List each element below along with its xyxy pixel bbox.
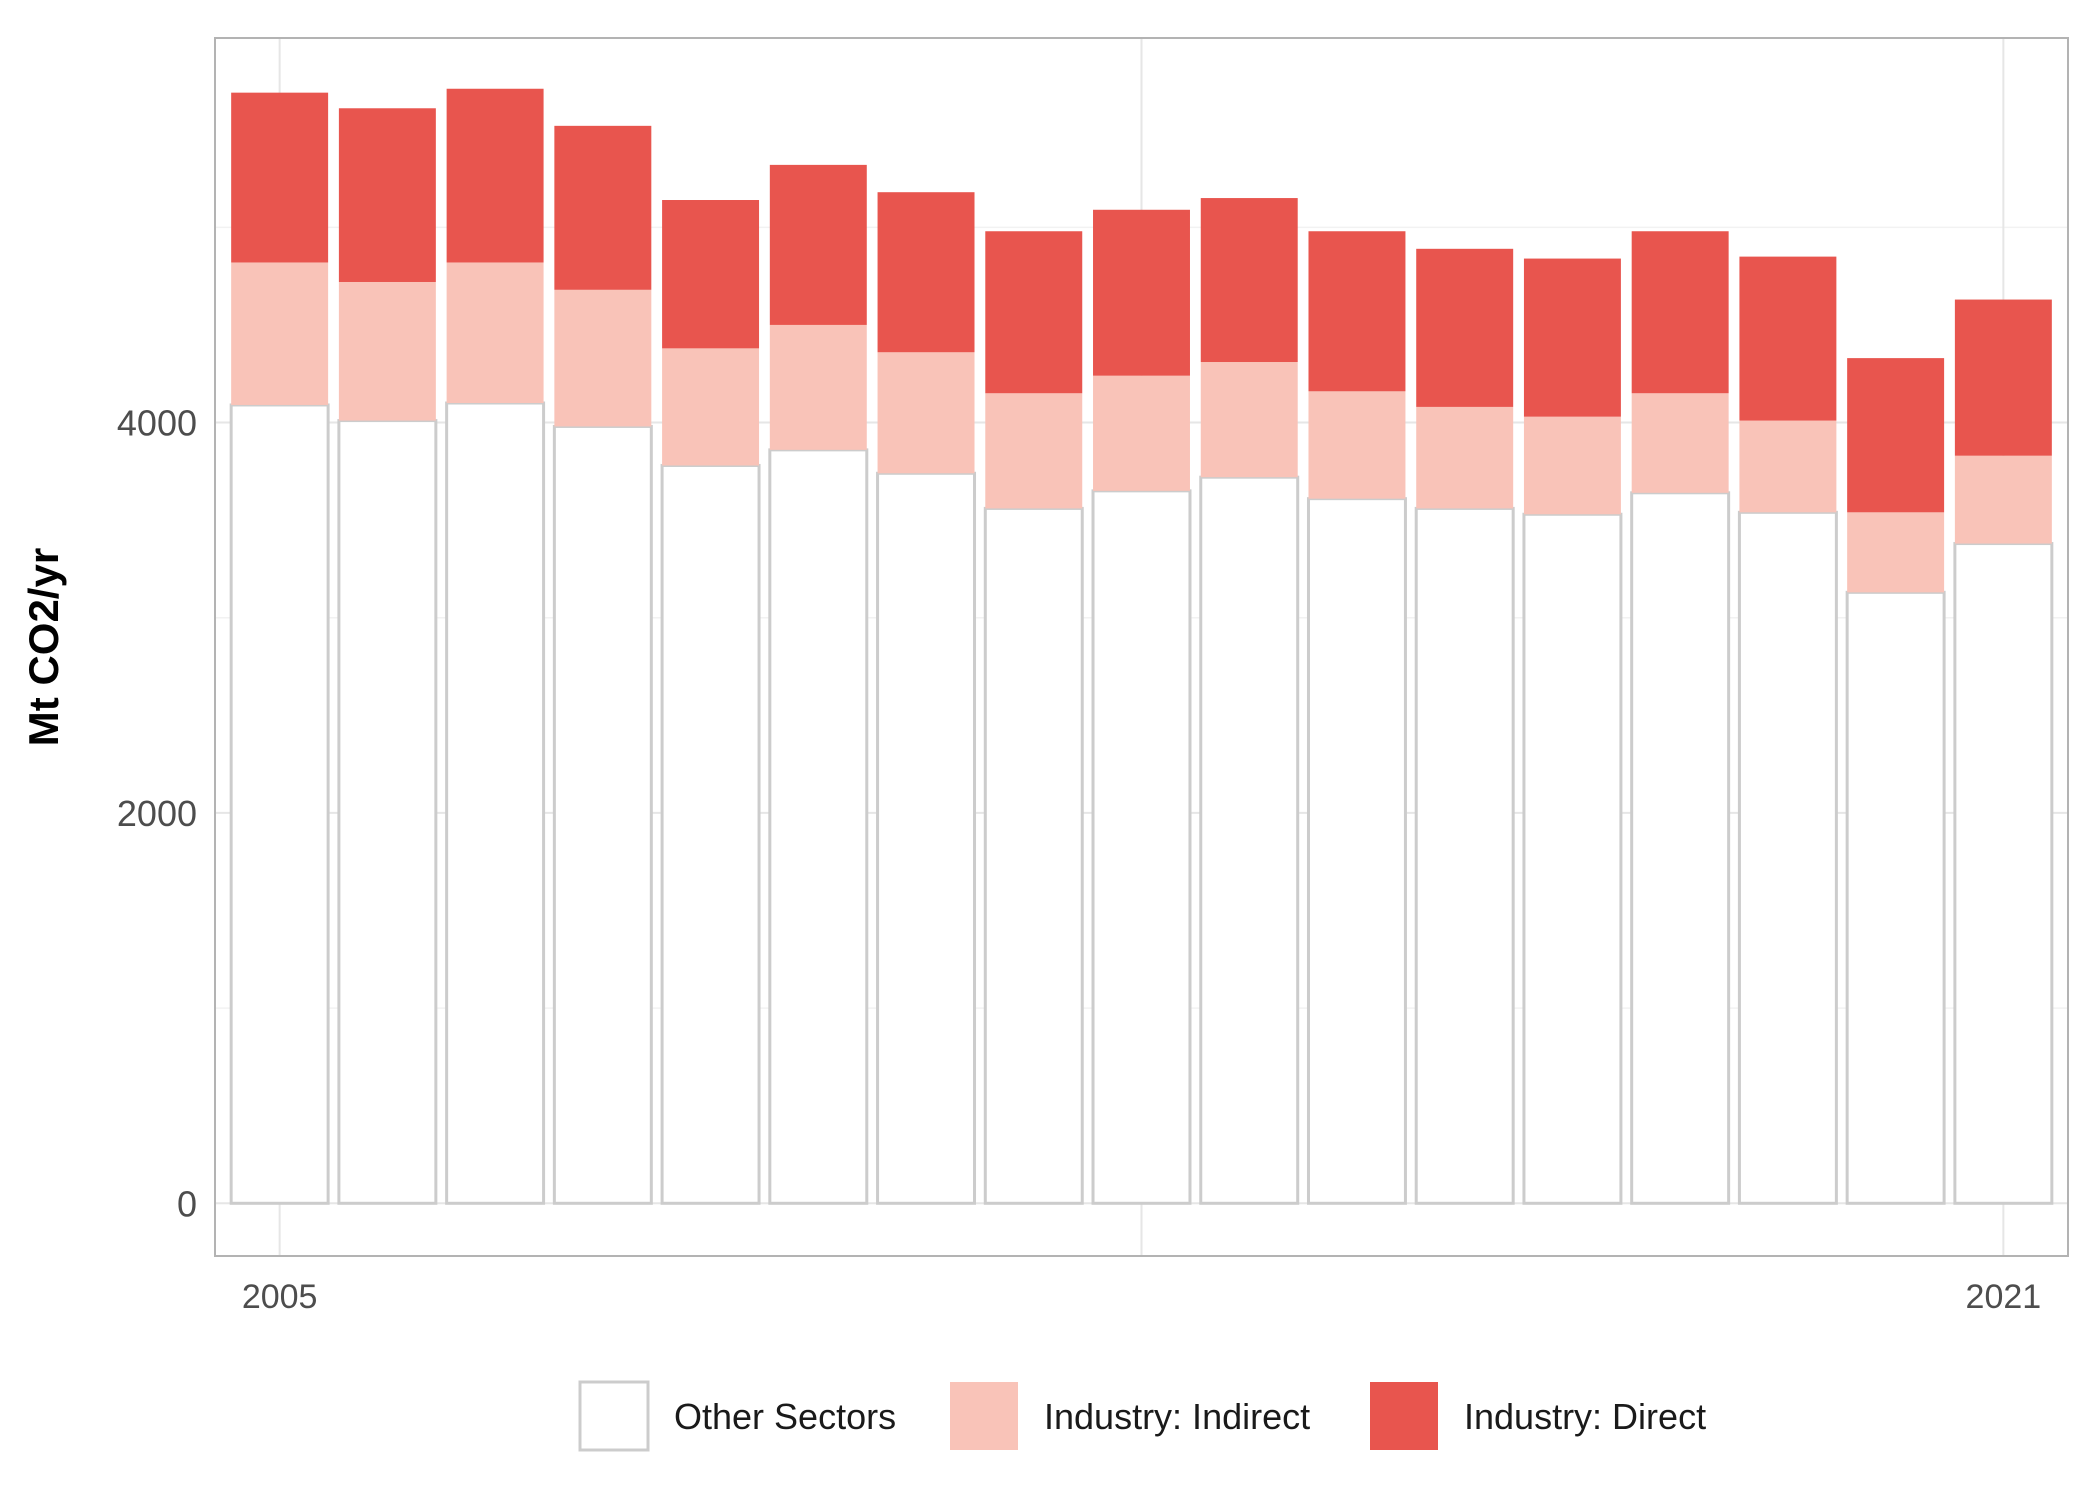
legend-key — [950, 1382, 1018, 1450]
bar-other-sectors-2020 — [1845, 590, 1946, 1205]
bar-other-sectors-2016 — [1414, 506, 1515, 1205]
legend-item-industry-indirect: Industry: Indirect — [950, 1382, 1310, 1450]
legend-label: Industry: Direct — [1464, 1396, 1706, 1437]
bar-industry-direct-2019 — [1739, 256, 1837, 421]
bar-industry-indirect-2014 — [1200, 362, 1298, 478]
legend-item-other-sectors: Other Sectors — [578, 1380, 896, 1452]
bar-industry-direct-2006 — [338, 108, 436, 282]
bar-industry-direct-2011 — [877, 192, 975, 353]
bar-industry-direct-2009 — [662, 200, 760, 349]
bar-industry-direct-2014 — [1200, 198, 1298, 363]
x-axis-tick-labels: 2005 2021 — [242, 1278, 2041, 1316]
bar-industry-indirect-2006 — [338, 281, 436, 421]
y-tick-label: 4000 — [117, 403, 197, 444]
stacked-bars — [229, 88, 2054, 1205]
bar-other-sectors-2017 — [1522, 512, 1623, 1205]
bar-industry-direct-2008 — [554, 125, 652, 290]
bar-industry-direct-2007 — [446, 88, 544, 263]
bar-other-sectors-2006 — [337, 419, 438, 1205]
y-axis-tick-labels: 0 2000 4000 — [117, 403, 197, 1225]
bar-other-sectors-2009 — [660, 463, 761, 1205]
x-tick-label: 2021 — [1966, 1278, 2042, 1316]
legend-key — [578, 1380, 650, 1452]
legend-item-industry-direct: Industry: Direct — [1370, 1382, 1706, 1450]
plot-panel-border — [214, 37, 2069, 1257]
x-tick-label: 2005 — [242, 1278, 318, 1316]
legend-key — [1370, 1382, 1438, 1450]
bar-other-sectors-2013 — [1091, 489, 1192, 1205]
bar-other-sectors-2008 — [552, 424, 653, 1205]
y-axis-title: Mt CO2/yr — [20, 548, 67, 746]
bar-industry-indirect-2010 — [769, 324, 867, 450]
bar-other-sectors-2007 — [445, 401, 546, 1205]
bar-industry-indirect-2011 — [877, 352, 975, 474]
bar-industry-direct-2005 — [231, 92, 329, 263]
bar-other-sectors-2014 — [1199, 475, 1300, 1205]
bar-industry-indirect-2013 — [1093, 375, 1190, 491]
bar-industry-direct-2012 — [985, 231, 1083, 394]
bar-industry-indirect-2016 — [1416, 406, 1514, 509]
bar-industry-indirect-2018 — [1631, 393, 1729, 493]
bar-industry-indirect-2021 — [1954, 455, 2052, 544]
bar-industry-indirect-2012 — [985, 393, 1083, 509]
bar-industry-indirect-2017 — [1523, 416, 1621, 515]
bar-other-sectors-2012 — [983, 506, 1084, 1205]
bar-industry-indirect-2009 — [662, 348, 760, 466]
bar-industry-direct-2013 — [1093, 209, 1190, 376]
bar-other-sectors-2019 — [1737, 510, 1838, 1205]
bar-industry-indirect-2008 — [554, 289, 652, 427]
bar-industry-direct-2018 — [1631, 231, 1729, 394]
bar-industry-direct-2016 — [1416, 248, 1514, 407]
legend-label: Other Sectors — [674, 1396, 896, 1437]
bar-industry-indirect-2005 — [231, 262, 329, 405]
bar-industry-direct-2021 — [1954, 299, 2052, 456]
bar-other-sectors-2018 — [1630, 491, 1731, 1205]
bar-industry-indirect-2020 — [1847, 512, 1945, 593]
legend-label: Industry: Indirect — [1044, 1396, 1310, 1437]
bar-industry-indirect-2015 — [1308, 391, 1406, 499]
bar-industry-indirect-2019 — [1739, 420, 1837, 513]
bar-other-sectors-2015 — [1306, 497, 1407, 1205]
bar-other-sectors-2011 — [876, 471, 977, 1205]
bar-other-sectors-2021 — [1953, 542, 2054, 1205]
bar-other-sectors-2005 — [229, 403, 330, 1205]
y-tick-label: 0 — [177, 1183, 197, 1224]
legend: Other Sectors Industry: Indirect Industry:… — [578, 1380, 1706, 1452]
bar-industry-direct-2015 — [1308, 231, 1406, 392]
bar-industry-direct-2010 — [769, 164, 867, 325]
bar-industry-indirect-2007 — [446, 262, 544, 404]
bar-industry-direct-2020 — [1847, 358, 1945, 513]
y-tick-label: 2000 — [117, 793, 197, 834]
bar-other-sectors-2010 — [768, 448, 869, 1205]
bar-industry-direct-2017 — [1523, 258, 1621, 417]
